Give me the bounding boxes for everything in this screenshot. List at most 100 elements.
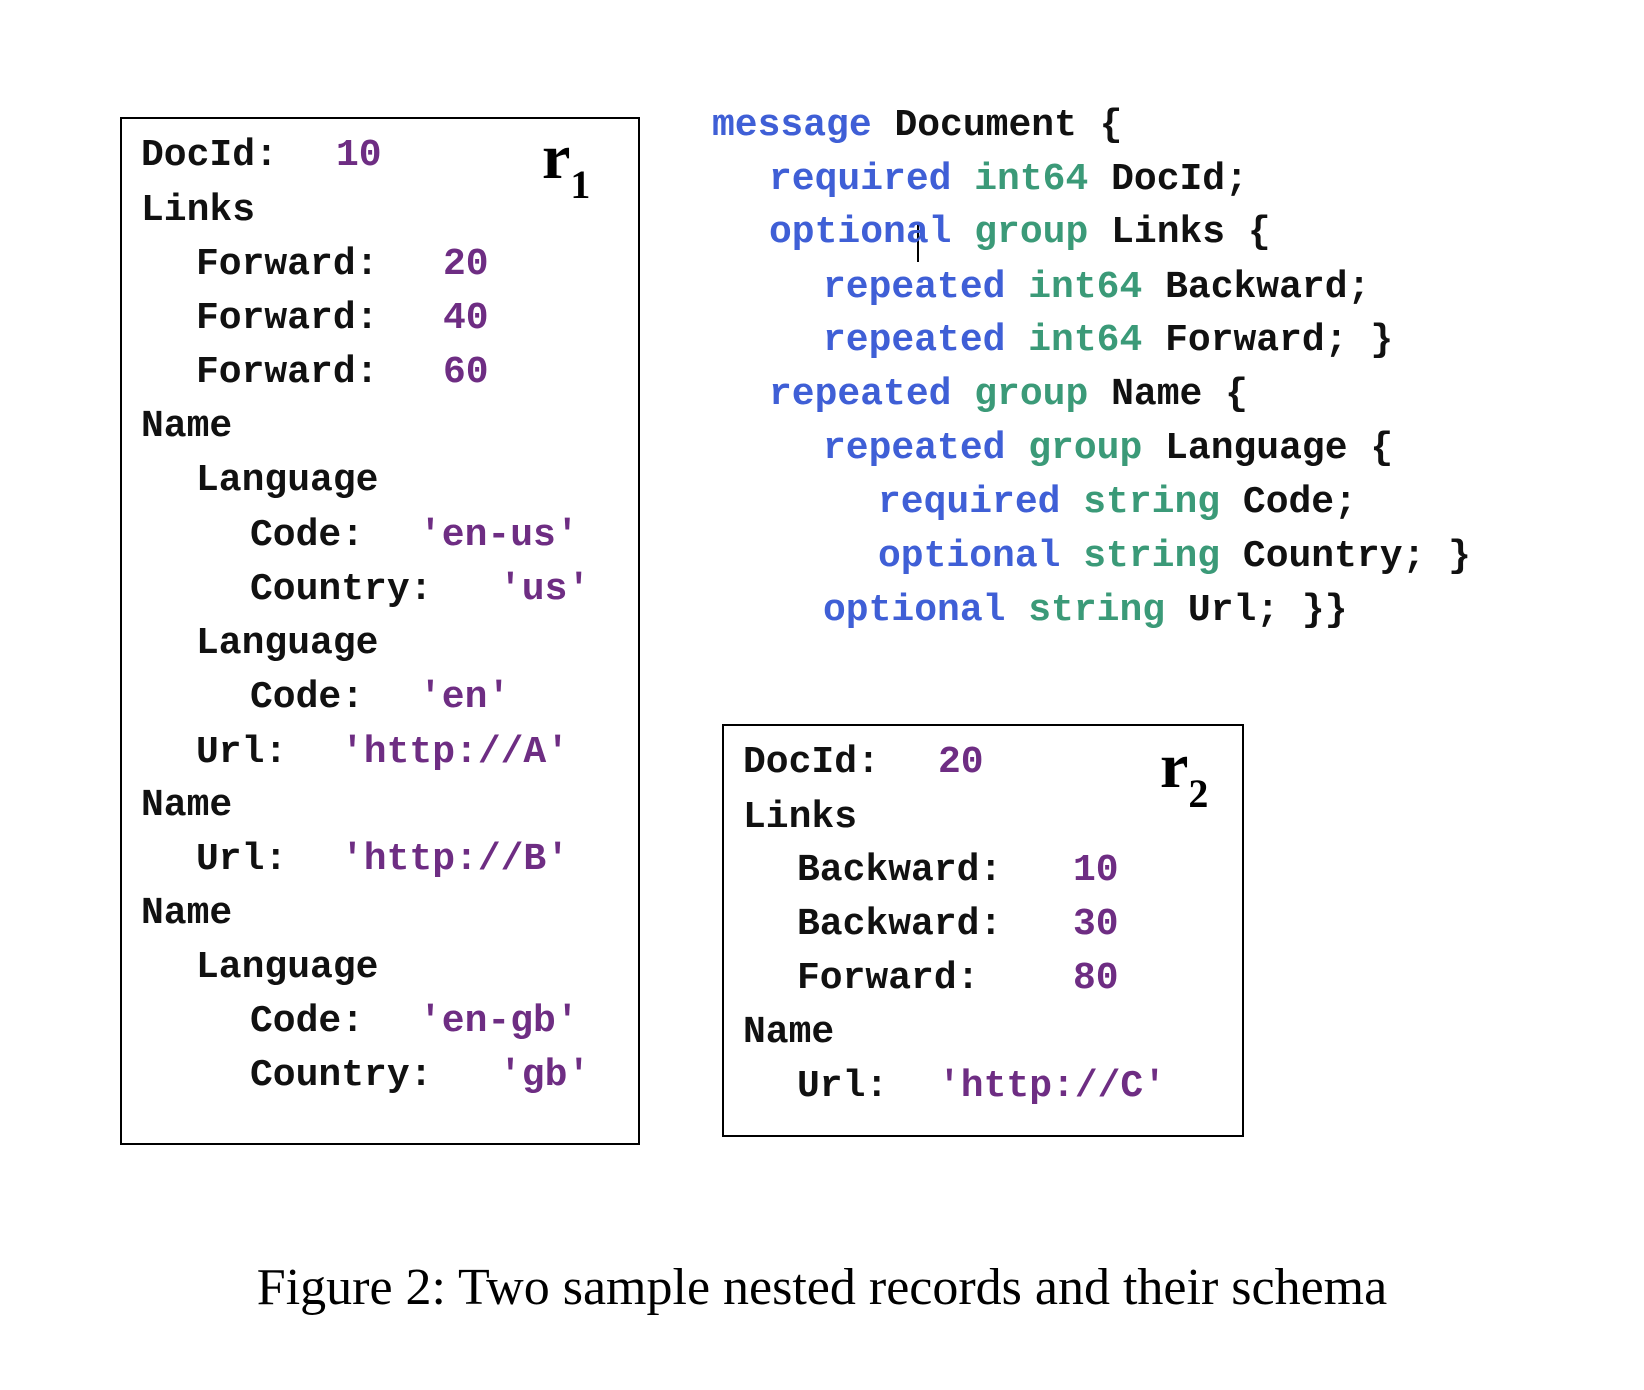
field-key: Code: [250,1000,365,1043]
field-key: Forward: [196,297,379,340]
schema-line: repeated group Name { [769,373,1248,417]
field-key: Language [196,946,379,989]
r1-line: Name [141,892,232,936]
r1-line: Language [196,946,378,990]
r2-line: Forward: 80 [797,957,1119,1001]
schema-line: repeated int64 Backward; [823,266,1370,310]
schema-name: Name { [1111,373,1248,416]
field-key: Links [141,189,256,232]
field-key: Links [743,796,858,839]
figure-caption: Figure 2: Two sample nested records and … [256,1259,1388,1316]
field-key: Backward: [797,849,1003,892]
schema-line: repeated group Language { [823,427,1393,471]
schema-name: Document { [894,104,1123,147]
r1-line: Forward: 40 [196,297,489,341]
r1-line: Country: 'gb' [250,1054,590,1098]
schema-name: Url; }} [1187,589,1348,632]
schema-type: group [974,211,1089,254]
schema-line: optional group Links { [769,211,1271,255]
r1-line: Name [141,784,232,828]
r1-line: Name [141,405,232,449]
field-value: 'http://C' [938,1065,1167,1108]
r1-line: DocId: 10 [141,134,382,178]
r1-line: Code: 'en-us' [250,514,579,558]
field-key: Name [743,1011,835,1054]
r2-line: Name [743,1011,834,1055]
field-key: DocId: [743,741,880,784]
record-r2-box: r2 [722,724,1244,1137]
field-key: Country: [250,1054,433,1097]
field-key: Forward: [196,351,379,394]
field-value: 10 [1073,849,1119,892]
field-value: 10 [336,134,382,177]
r1-line: Links [141,189,255,233]
schema-type: int64 [1028,319,1143,362]
schema-line: required string Code; [878,481,1357,525]
field-key: Name [141,784,233,827]
field-value: 'us' [499,568,591,611]
schema-name: Links { [1111,211,1271,254]
field-value: 40 [443,297,489,340]
field-key: Code: [250,676,365,719]
schema-type: string [1083,481,1221,524]
record-r2-label: r2 [1160,730,1209,817]
r1-line: Url: 'http://A' [196,731,569,775]
schema-name: Code; [1242,481,1357,524]
field-key: Name [141,405,233,448]
field-key: Url: [196,731,288,774]
schema-line: required int64 DocId; [769,158,1248,202]
field-key: Language [196,459,379,502]
field-key: DocId: [141,134,278,177]
schema-keyword: repeated [769,373,952,416]
schema-type: string [1083,535,1221,578]
schema-keyword: required [769,158,952,201]
r1-line: Forward: 60 [196,351,489,395]
field-value: 'en-us' [419,514,579,557]
schema-type: string [1028,589,1166,632]
r1-line: Code: 'en' [250,676,510,720]
field-key: Forward: [797,957,980,1000]
field-key: Url: [797,1065,889,1108]
field-value: 'gb' [499,1054,591,1097]
schema-keyword: optional [769,211,952,254]
r1-line: Forward: 20 [196,243,489,287]
schema-line: optional string Url; }} [823,589,1348,633]
text-cursor [917,224,919,262]
field-value: 30 [1073,903,1119,946]
field-key: Backward: [797,903,1003,946]
field-key: Name [141,892,233,935]
r1-line: Language [196,459,378,503]
schema-keyword: optional [878,535,1061,578]
schema-keyword: optional [823,589,1006,632]
r1-line: Language [196,622,378,666]
field-value: 'http://B' [341,838,570,881]
record-r1-box: r1 [120,117,640,1145]
schema-keyword: repeated [823,319,1006,362]
schema-type: int64 [1028,266,1143,309]
r1-line: Country: 'us' [250,568,590,612]
schema-name: Backward; [1165,266,1371,309]
field-value: 60 [443,351,489,394]
schema-name: DocId; [1111,158,1248,201]
field-key: Forward: [196,243,379,286]
r1-line: Url: 'http://B' [196,838,569,882]
field-value: 'en-gb' [419,1000,579,1043]
field-value: 'en' [419,676,511,719]
r2-line: Url: 'http://C' [797,1065,1166,1109]
schema-type: group [1028,427,1143,470]
field-value: 20 [938,741,984,784]
field-key: Url: [196,838,288,881]
r2-line: Links [743,796,857,840]
field-key: Country: [250,568,433,611]
schema-type: int64 [974,158,1089,201]
field-key: Language [196,622,379,665]
schema-line: message Document { [712,104,1123,148]
schema-keyword: message [712,104,872,147]
schema-keyword: repeated [823,427,1006,470]
schema-line: repeated int64 Forward; } [823,319,1393,363]
schema-type: group [974,373,1089,416]
schema-keyword: required [878,481,1061,524]
r2-line: Backward: 10 [797,849,1119,893]
field-value: 20 [443,243,489,286]
field-key: Code: [250,514,365,557]
